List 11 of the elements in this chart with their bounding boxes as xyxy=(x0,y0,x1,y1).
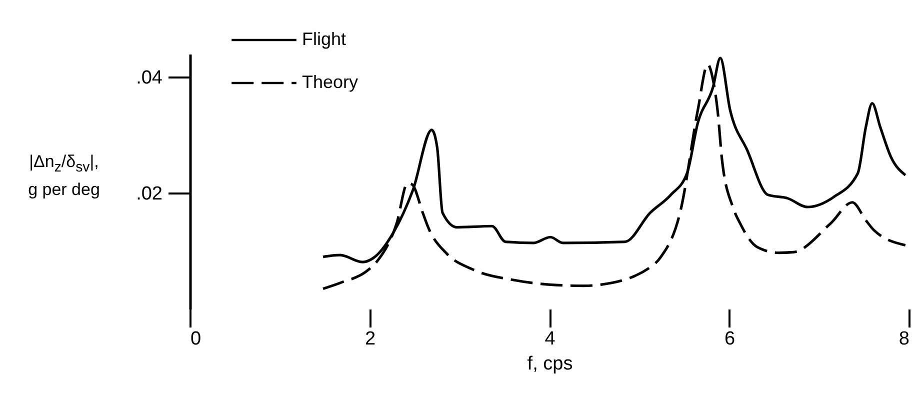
x-tick-label: 2 xyxy=(364,328,376,350)
y-axis-title: |Δn$_{z}$/δ$_{sv}$|, g per deg xyxy=(27,151,101,202)
y-tick-label: .04 xyxy=(136,68,163,89)
y-tick-label: .02 xyxy=(136,184,162,205)
legend-label: Theory xyxy=(302,72,358,92)
x-tick-label: 0 xyxy=(190,328,202,350)
x-axis-title: f, cps xyxy=(527,354,573,374)
x-tick-label: 6 xyxy=(724,328,736,350)
x-tick-label: 8 xyxy=(898,328,910,350)
x-tick-label: 4 xyxy=(544,328,556,350)
legend-label: Flight xyxy=(302,29,346,49)
